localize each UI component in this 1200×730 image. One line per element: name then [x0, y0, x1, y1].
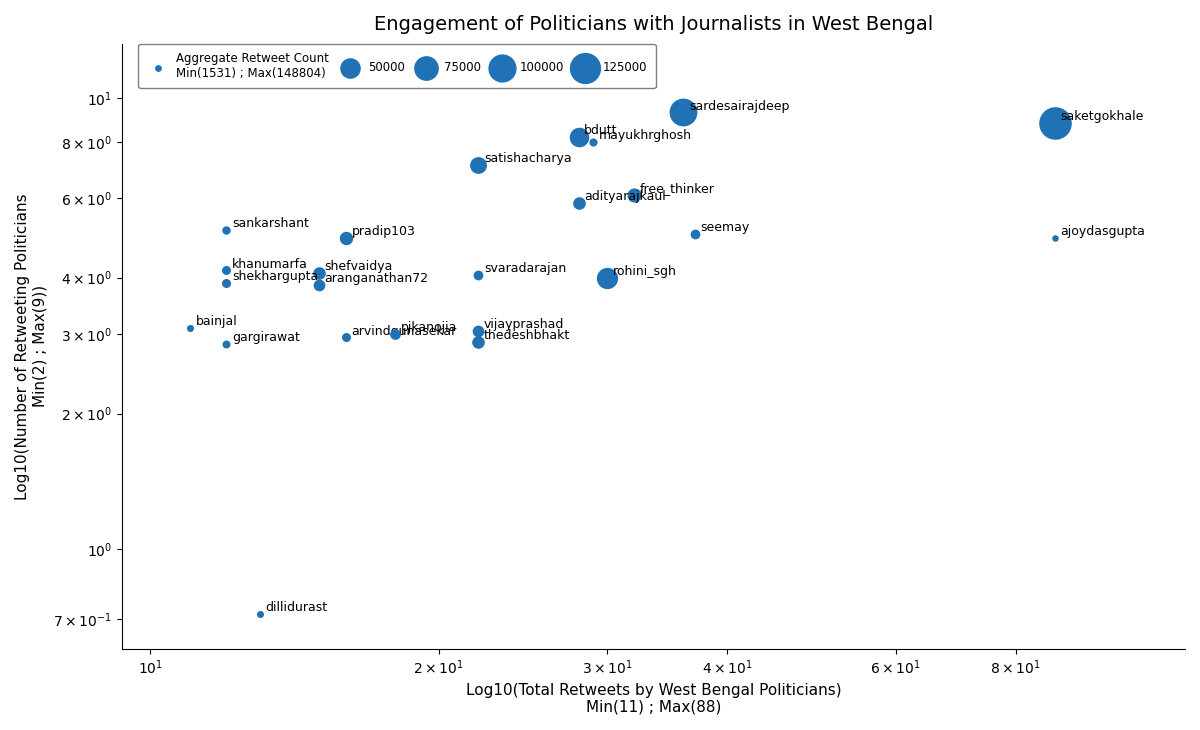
Text: mayukhrghosh: mayukhrghosh	[599, 129, 692, 142]
X-axis label: Log10(Total Retweets by West Bengal Politicians)
Min(11) ; Max(88): Log10(Total Retweets by West Bengal Poli…	[466, 683, 841, 715]
Point	[569, 197, 588, 209]
Point	[385, 328, 404, 340]
Text: khanumarfa: khanumarfa	[232, 258, 307, 271]
Point	[217, 224, 236, 236]
Point	[250, 608, 269, 620]
Text: vijayprashad: vijayprashad	[484, 318, 564, 331]
Text: gargirawat: gargirawat	[232, 331, 300, 345]
Text: ajoydasgupta: ajoydasgupta	[1061, 225, 1146, 238]
Text: dillidurast: dillidurast	[265, 601, 328, 614]
Point	[336, 331, 355, 343]
Point	[180, 322, 199, 334]
Point	[673, 107, 692, 118]
Point	[469, 269, 488, 281]
Point	[310, 267, 329, 279]
Title: Engagement of Politicians with Journalists in West Bengal: Engagement of Politicians with Journalis…	[373, 15, 932, 34]
Text: rohini_sgh: rohini_sgh	[613, 265, 677, 278]
Text: satishacharya: satishacharya	[484, 153, 571, 166]
Text: aranganathan72: aranganathan72	[325, 272, 428, 285]
Legend: Aggregate Retweet Count
Min(1531) ; Max(148804), 50000, 75000, 100000, 125000: Aggregate Retweet Count Min(1531) ; Max(…	[138, 44, 655, 88]
Point	[217, 277, 236, 288]
Point	[569, 131, 588, 143]
Text: pradip103: pradip103	[352, 225, 415, 238]
Point	[310, 280, 329, 291]
Text: shekhargupta: shekhargupta	[232, 270, 318, 283]
Text: free_thinker: free_thinker	[640, 182, 715, 195]
Point	[217, 338, 236, 350]
Text: seemay: seemay	[701, 221, 750, 234]
Point	[598, 272, 617, 283]
Text: svaradarajan: svaradarajan	[484, 263, 566, 275]
Point	[217, 264, 236, 276]
Text: arvindgunasekar: arvindgunasekar	[352, 325, 457, 337]
Text: sardesairajdeep: sardesairajdeep	[689, 99, 790, 112]
Point	[469, 325, 488, 337]
Text: pjkanojia: pjkanojia	[401, 321, 457, 334]
Text: sankarshant: sankarshant	[232, 218, 308, 230]
Point	[469, 159, 488, 171]
Text: thedeshbhakt: thedeshbhakt	[484, 329, 570, 342]
Point	[625, 189, 644, 201]
Point	[1045, 232, 1064, 244]
Text: bdutt: bdutt	[584, 124, 618, 137]
Point	[469, 337, 488, 348]
Text: bainjal: bainjal	[196, 315, 238, 328]
Text: shefvaidya: shefvaidya	[325, 260, 394, 273]
Point	[685, 228, 704, 239]
Text: saketgokhale: saketgokhale	[1061, 110, 1144, 123]
Point	[1045, 118, 1064, 129]
Y-axis label: Log10(Number of Retweeting Politicians
Min(2) ; Max(9)): Log10(Number of Retweeting Politicians M…	[14, 193, 48, 499]
Point	[583, 136, 602, 147]
Point	[336, 232, 355, 244]
Text: adityarajkaul: adityarajkaul	[584, 191, 666, 204]
